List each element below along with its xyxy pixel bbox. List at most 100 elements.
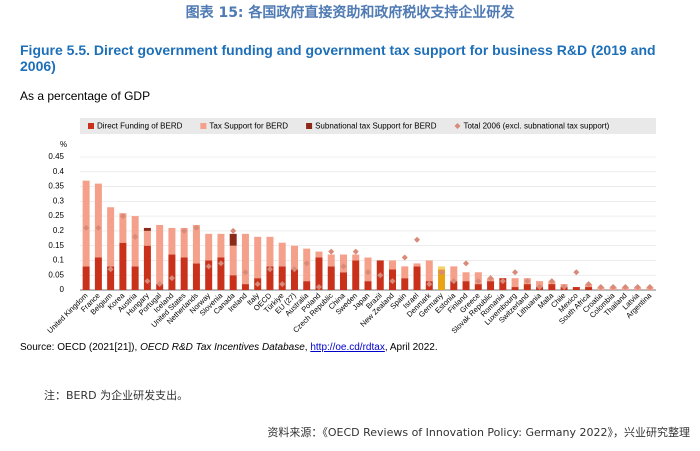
marker-2006 bbox=[475, 278, 482, 285]
header-title: 图表 15: 各国政府直接资助和政府税收支持企业研发 bbox=[186, 4, 516, 21]
marker-2006 bbox=[181, 227, 188, 234]
marker-2006 bbox=[328, 248, 335, 255]
bar-segment bbox=[315, 257, 323, 290]
marker-2006 bbox=[119, 213, 126, 220]
marker-2006 bbox=[524, 278, 531, 285]
marker-2006 bbox=[499, 278, 506, 285]
bar-segment bbox=[450, 281, 458, 290]
bar-segment bbox=[290, 269, 298, 290]
chart-subtitle: As a percentage of GDP bbox=[20, 89, 150, 103]
bar-segment bbox=[511, 278, 519, 288]
marker-2006 bbox=[168, 275, 175, 282]
marker-2006 bbox=[561, 284, 568, 291]
note: 注：BERD 为企业研发支出。 bbox=[44, 388, 188, 402]
bar-segment bbox=[143, 227, 151, 231]
title-box: Figure 5.5. Direct government funding an… bbox=[20, 42, 656, 74]
bar-segment bbox=[94, 183, 102, 258]
marker-2006 bbox=[426, 281, 433, 288]
bar-segment bbox=[315, 251, 323, 258]
bar-segment bbox=[339, 272, 347, 290]
legend-swatch bbox=[200, 123, 207, 129]
bar-segment bbox=[205, 260, 213, 290]
legend-box bbox=[80, 118, 656, 134]
bar-segment bbox=[192, 224, 200, 264]
marker-2006 bbox=[254, 281, 261, 288]
bar-segment bbox=[168, 227, 176, 255]
marker-2006 bbox=[340, 263, 347, 270]
marker-2006 bbox=[450, 278, 457, 285]
marker-2006 bbox=[414, 236, 421, 243]
y-tick-label: 0.2 bbox=[53, 226, 65, 235]
bar-segment bbox=[462, 272, 470, 282]
bar-segment bbox=[217, 257, 225, 290]
marker-2006 bbox=[144, 278, 151, 285]
bar-segment bbox=[156, 224, 164, 285]
bar-segment bbox=[352, 260, 360, 290]
bar-segment bbox=[229, 233, 237, 246]
y-tick-label: 0.15 bbox=[48, 241, 64, 250]
bar-segment bbox=[303, 281, 311, 290]
bar-segment bbox=[266, 236, 274, 267]
source-sep: , bbox=[304, 342, 311, 353]
bar-segment bbox=[548, 284, 556, 290]
marker-2006 bbox=[548, 278, 555, 285]
bar-segment bbox=[278, 242, 286, 267]
bar-segment bbox=[389, 260, 397, 270]
marker-2006 bbox=[585, 281, 592, 288]
marker-2006 bbox=[622, 284, 629, 291]
source-date: , April 2022. bbox=[384, 342, 438, 353]
marker-2006 bbox=[156, 281, 163, 288]
marker-2006 bbox=[573, 269, 580, 276]
marker-2006 bbox=[230, 227, 237, 234]
source-database: OECD R&D Tax Incentives Database bbox=[140, 342, 305, 353]
marker-2006 bbox=[279, 281, 286, 288]
bar-segment bbox=[401, 278, 409, 290]
footer: 资料来源：《OECD Reviews of Innovation Policy:… bbox=[267, 425, 690, 439]
marker-2006 bbox=[83, 224, 90, 231]
bar-segment bbox=[205, 233, 213, 261]
legend-marker bbox=[454, 123, 461, 129]
marker-2006 bbox=[597, 284, 604, 291]
legend-label: Subnational tax Support for BERD bbox=[315, 122, 437, 131]
y-tick-label: 0.1 bbox=[53, 256, 65, 265]
legend-swatch bbox=[88, 123, 94, 129]
marker-2006 bbox=[95, 224, 102, 231]
marker-2006 bbox=[610, 284, 617, 291]
bar-segment bbox=[217, 233, 225, 258]
legend-swatch bbox=[306, 123, 313, 129]
bar-segment bbox=[94, 257, 102, 290]
x-tick-label: United Kingdom bbox=[45, 291, 89, 335]
bar-segment bbox=[474, 284, 482, 290]
bar-segment bbox=[82, 266, 90, 290]
marker-2006 bbox=[217, 260, 224, 267]
bar-segment bbox=[119, 242, 127, 290]
marker-2006 bbox=[352, 248, 359, 255]
bar-segment bbox=[438, 269, 446, 290]
bar-segment bbox=[413, 263, 421, 267]
bar-segment bbox=[107, 207, 115, 267]
bar-segment bbox=[438, 266, 446, 270]
bar-segment bbox=[572, 287, 580, 290]
bar-segment bbox=[327, 266, 335, 290]
marker-2006 bbox=[315, 284, 322, 291]
bar-segment bbox=[180, 227, 188, 258]
bar-segment bbox=[266, 266, 274, 290]
y-tick-label: 0.3 bbox=[53, 196, 65, 205]
bar-segment bbox=[131, 216, 139, 267]
bar-segment bbox=[523, 284, 531, 290]
bar-segment bbox=[425, 260, 433, 282]
marker-2006 bbox=[438, 269, 445, 276]
y-tick-label: 0 bbox=[60, 285, 65, 294]
source-url[interactable]: http://oe.cd/rdtax bbox=[310, 342, 385, 353]
bar-segment bbox=[401, 266, 409, 279]
y-unit: % bbox=[60, 140, 67, 149]
marker-2006 bbox=[242, 269, 249, 276]
marker-2006 bbox=[634, 284, 641, 291]
bar-segment bbox=[413, 266, 421, 290]
bar-segment bbox=[450, 266, 458, 282]
bar-segment bbox=[107, 266, 115, 290]
bar-segment bbox=[241, 233, 249, 285]
y-tick-label: 0.35 bbox=[48, 182, 64, 191]
